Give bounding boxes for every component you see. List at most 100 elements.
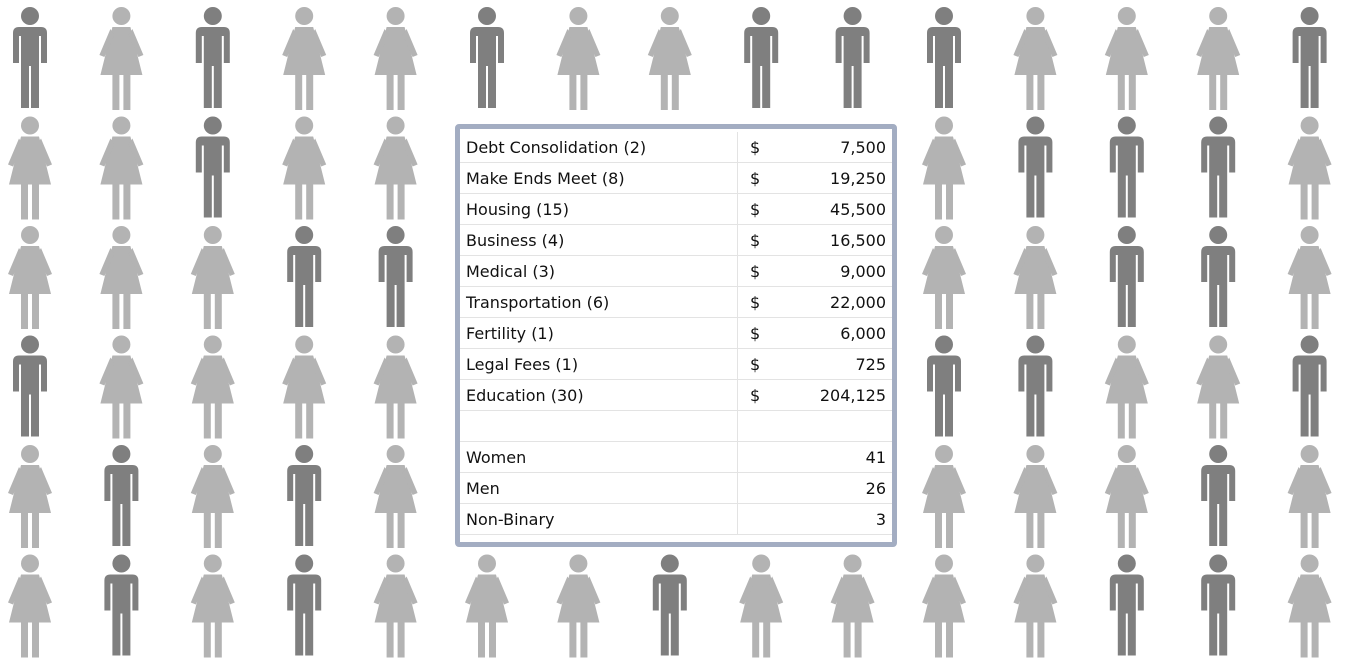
leg [569,620,577,658]
arms [1196,357,1241,386]
cell: $ [737,286,796,318]
head [935,226,953,244]
body [1109,246,1144,327]
woman-icon [556,7,601,110]
leg [112,182,120,220]
leg [1311,620,1319,658]
head [843,554,862,573]
body [927,355,961,437]
head [1209,335,1228,354]
head [569,7,588,25]
man-icon [1109,226,1144,327]
cell: Education (30) [460,379,738,411]
woman-icon [830,554,875,658]
arms [1287,576,1332,605]
head [569,554,588,573]
woman-icon [1287,445,1332,548]
leg [32,511,39,548]
head [386,116,405,135]
man-icon [1018,116,1053,218]
woman-icon [373,554,418,658]
arms [373,576,418,605]
cell: 7,500 [796,132,892,163]
man-icon [1201,116,1236,218]
body [287,574,322,656]
man-icon [1292,335,1327,437]
head [203,116,222,135]
head [386,445,405,463]
man-icon [744,7,779,108]
leg [946,182,953,220]
arms [99,357,144,386]
summary-table: Debt Consolidation (2) $7,500 Make Ends Me… [460,132,892,535]
arms [922,467,966,495]
arms [1287,138,1332,167]
head [386,226,405,244]
head [1300,554,1319,573]
leg [1117,511,1125,548]
leg [1220,401,1228,439]
man-icon [13,335,47,437]
woman-icon [1104,445,1149,548]
leg [397,620,405,658]
head [21,335,39,354]
leg [1026,620,1034,658]
leg [295,182,303,220]
body [287,465,322,546]
cell: 26 [737,472,892,504]
woman-icon [922,445,966,548]
man-icon [927,335,961,437]
head [1026,226,1045,244]
leg [306,182,314,220]
cell: Make Ends Meet (8) [460,162,738,194]
arms [99,29,144,57]
cell: Medical (3) [460,255,738,287]
leg [21,292,28,329]
arms [465,576,509,605]
head [935,335,953,354]
leg [1300,292,1308,329]
arms [373,357,418,386]
head [1117,116,1136,135]
cell: Men [460,472,738,504]
leg [386,182,394,220]
leg [397,182,405,220]
man-icon [195,7,230,108]
woman-icon [8,554,52,658]
leg [946,292,953,329]
leg [112,292,120,329]
leg [1117,73,1125,110]
head [752,554,771,573]
leg [203,620,211,658]
arms [8,467,52,495]
leg [1128,511,1136,548]
summary-box: Debt Consolidation (2) $7,500 Make Ends Me… [455,124,897,547]
body [104,574,139,656]
empty-cell [737,410,892,442]
leg [214,511,222,548]
head [935,554,953,573]
leg [203,292,211,329]
head [295,7,314,25]
head [1026,335,1045,354]
leg [935,511,942,548]
leg [935,182,942,220]
arms [1104,29,1149,57]
head [935,7,953,25]
cell: $ [737,348,796,380]
leg [123,401,131,439]
head [112,226,131,244]
expense-row: Legal Fees (1) $725 [460,348,892,380]
arms [1013,467,1058,495]
head [1209,554,1228,573]
leg [752,620,760,658]
leg [1026,73,1034,110]
head [1026,116,1045,135]
woman-icon [556,554,601,658]
arms [190,357,235,386]
woman-icon [99,335,144,439]
cell: Housing (15) [460,193,738,225]
woman-icon [190,554,235,658]
leg [1026,511,1034,548]
